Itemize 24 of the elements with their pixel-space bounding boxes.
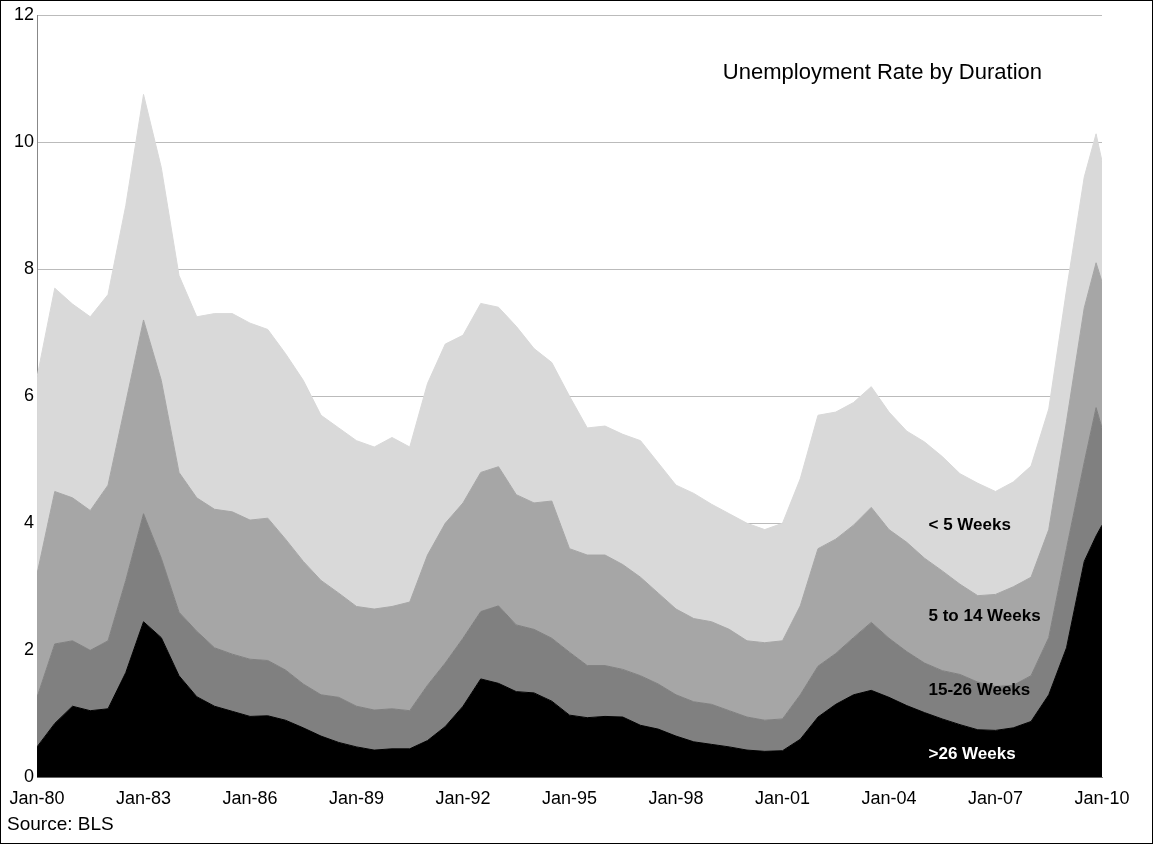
text: Unemployment Rate by Duration xyxy=(722,59,1042,85)
x-tick-label: Jan-83 xyxy=(116,788,172,809)
x-tick-label: Jan-86 xyxy=(222,788,278,809)
x-tick-label: Jan-80 xyxy=(9,788,65,809)
series-label: 5 to 14 Weeks xyxy=(928,606,1041,626)
x-tick-label: Jan-92 xyxy=(435,788,491,809)
series-label: 15-26 Weeks xyxy=(928,680,1031,700)
x-tick-label: Jan-07 xyxy=(967,788,1024,809)
y-tick-label: 8 xyxy=(24,258,35,279)
x-tick-label: Jan-10 xyxy=(1074,788,1130,809)
x-tick-label: Jan-89 xyxy=(328,788,385,809)
series-label: >26 Weeks xyxy=(928,743,1016,763)
source-note: Source: BLS xyxy=(7,813,114,835)
y-tick-label: 0 xyxy=(24,766,35,787)
x-tick-label: Jan-04 xyxy=(861,788,917,809)
y-tick-label: 4 xyxy=(24,512,35,533)
x-tick-label: Jan-01 xyxy=(754,788,811,809)
x-tick-label: Jan-95 xyxy=(541,788,598,809)
y-tick-label: 10 xyxy=(13,131,35,152)
y-tick-label: 2 xyxy=(24,639,35,660)
y-tick-label: 12 xyxy=(13,3,35,24)
y-tick-label: 6 xyxy=(24,385,35,406)
x-tick-label: Jan-98 xyxy=(648,788,704,809)
series-label: < 5 Weeks xyxy=(928,514,1011,534)
